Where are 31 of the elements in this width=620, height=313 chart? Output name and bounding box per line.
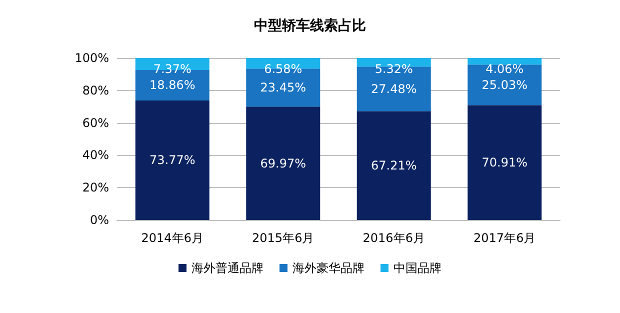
- y-tick-label: 0%: [90, 213, 109, 227]
- y-tick-label: 80%: [82, 83, 109, 98]
- bar: [246, 106, 320, 220]
- x-tick-label: 2015年6月: [252, 231, 314, 245]
- bar: [135, 100, 210, 220]
- data-label: 70.91%: [482, 156, 528, 170]
- data-label: 4.06%: [486, 62, 524, 76]
- x-tick-label: 2014年6月: [141, 231, 204, 245]
- data-label: 25.03%: [482, 78, 528, 92]
- x-tick-label: 2016年6月: [362, 231, 425, 245]
- data-label: 27.48%: [370, 82, 417, 96]
- y-tick-label: 100%: [74, 51, 109, 65]
- chart-title: 中型轿车线索占比: [254, 17, 366, 34]
- data-label: 23.45%: [260, 80, 306, 95]
- data-label: 73.77%: [149, 153, 196, 168]
- data-label: 6.58%: [264, 62, 302, 76]
- legend-label: 中国品牌: [394, 261, 442, 275]
- bar: [468, 58, 542, 65]
- data-label: 7.37%: [153, 62, 192, 76]
- y-tick-label: 40%: [82, 148, 109, 162]
- bar: [356, 111, 431, 220]
- data-label: 5.32%: [374, 62, 413, 76]
- data-label: 18.86%: [149, 78, 196, 92]
- legend-label: 海外普通品牌: [192, 261, 264, 275]
- legend-label: 海外豪华品牌: [292, 261, 364, 275]
- data-label: 67.21%: [370, 158, 417, 173]
- y-tick-label: 20%: [82, 180, 109, 195]
- y-tick-label: 60%: [82, 116, 109, 130]
- bar: [468, 105, 542, 220]
- data-label: 69.97%: [260, 156, 306, 170]
- x-tick-label: 2017年6月: [474, 231, 536, 245]
